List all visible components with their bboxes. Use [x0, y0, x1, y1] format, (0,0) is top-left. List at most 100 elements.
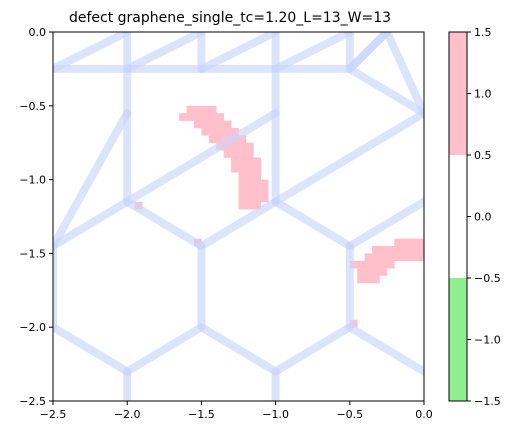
- heatmap-cell: [208, 113, 217, 121]
- y-axis: 0.0 −0.5 −1.0 −1.5 −2.0 −2.5: [19, 26, 53, 408]
- heatmap-cell: [238, 172, 247, 180]
- colorbar-tick-label: 0.5: [474, 149, 492, 162]
- y-tick-label: −1.0: [19, 174, 46, 187]
- heatmap-cell: [238, 201, 247, 210]
- colorbar-band: [449, 278, 467, 401]
- heatmap-cell: [216, 120, 224, 129]
- lattice-bond: [271, 323, 354, 376]
- heatmap-cell: [208, 120, 217, 129]
- lattice-bond: [123, 197, 206, 251]
- heatmap-cell: [201, 105, 210, 114]
- y-tick-label: −1.5: [19, 247, 46, 260]
- lattice-bond: [123, 32, 206, 73]
- y-tick-label: −0.5: [19, 100, 46, 113]
- heatmap-cell: [416, 246, 424, 254]
- x-tick-label: −2.0: [114, 408, 141, 421]
- heatmap-cell: [253, 157, 262, 166]
- lattice-bond: [271, 197, 354, 251]
- heatmap-cell: [416, 238, 424, 247]
- heatmap-cell: [357, 268, 365, 276]
- x-tick-label: 0.0: [415, 408, 433, 421]
- heatmap-cell: [253, 194, 262, 203]
- lattice-bond: [53, 323, 132, 376]
- heatmap-cell: [238, 157, 247, 166]
- colorbar-tick-label: 1.0: [474, 88, 492, 101]
- heatmap-cell: [372, 275, 380, 284]
- heatmap-cell: [238, 194, 247, 203]
- heatmap-cell: [193, 105, 202, 114]
- heatmap-cell: [379, 246, 388, 254]
- heatmap-cell: [238, 179, 247, 188]
- heatmap-cell: [260, 179, 269, 188]
- heatmap-cell: [253, 179, 262, 188]
- heatmap-cell: [231, 157, 239, 166]
- plot-background: [53, 32, 424, 401]
- lattice-bond: [345, 323, 424, 376]
- plot-area: [52, 31, 425, 402]
- y-tick-label: −2.5: [19, 395, 46, 408]
- heatmap-cell: [231, 127, 239, 136]
- heatmap-cell: [364, 260, 373, 269]
- heatmap-cell: [231, 150, 239, 158]
- heatmap-cell: [231, 142, 239, 151]
- heatmap-cell: [401, 238, 410, 247]
- x-tick-label: −2.5: [40, 408, 67, 421]
- heatmap-cell: [216, 113, 224, 121]
- heatmap-cell: [394, 246, 403, 254]
- heatmap-cell: [245, 201, 254, 210]
- heatmap-cell: [386, 246, 395, 254]
- heatmap-cell: [223, 142, 232, 151]
- x-tick-label: −1.5: [188, 408, 215, 421]
- heatmap-cell: [409, 253, 417, 262]
- lattice-bond: [197, 32, 280, 73]
- heatmap-cell: [208, 105, 217, 114]
- colorbar-band: [449, 32, 467, 155]
- x-tick-label: −0.5: [336, 408, 363, 421]
- colorbar-tick-label: 0.0: [474, 211, 492, 224]
- heatmap-cell: [245, 172, 254, 180]
- heatmap-cell: [245, 150, 254, 158]
- x-tick-label: −1.0: [262, 408, 289, 421]
- heatmap-cell: [372, 260, 380, 269]
- heatmap-cell: [245, 179, 254, 188]
- y-tick-label: −2.0: [19, 321, 46, 334]
- heatmap-cell: [216, 135, 224, 143]
- heatmap-cell: [357, 260, 365, 269]
- heatmap-cell: [372, 268, 380, 276]
- heatmap-cell: [379, 268, 388, 276]
- heatmap-cell: [416, 253, 424, 262]
- lattice-bond: [53, 197, 132, 251]
- colorbar-tick-label: −0.5: [474, 272, 501, 285]
- heatmap-cell: [245, 157, 254, 166]
- lattice-bond: [382, 32, 424, 118]
- y-tick-label: 0.0: [29, 26, 47, 39]
- lattice-bond: [345, 64, 424, 118]
- heatmap-cell: [186, 105, 195, 114]
- lattice-bond: [197, 323, 280, 376]
- heatmap-cell: [260, 186, 269, 195]
- heatmap-cell: [201, 127, 210, 136]
- heatmap-cell: [379, 260, 388, 269]
- heatmap-cell: [201, 113, 210, 121]
- heatmap-cell: [409, 246, 417, 254]
- heatmap-cell: [179, 113, 187, 121]
- lattice-bond: [345, 32, 391, 73]
- lattice-bond: [271, 32, 354, 73]
- colorbar-tick-label: −1.0: [474, 334, 501, 347]
- heatmap-cell: [379, 253, 388, 262]
- heatmap-cell: [193, 113, 202, 121]
- heatmap-cell: [223, 150, 232, 158]
- heatmap-cell: [245, 164, 254, 173]
- plot-frame: [52, 31, 425, 402]
- heatmap-cell: [238, 150, 247, 158]
- heatmap-cell: [386, 260, 395, 269]
- heatmap-cell: [186, 113, 195, 121]
- heatmap-cell: [245, 186, 254, 195]
- colorbar-band: [449, 155, 467, 278]
- heatmap-cell: [253, 172, 262, 180]
- heatmap-cell: [401, 246, 410, 254]
- heatmap-cell: [238, 164, 247, 173]
- heatmap-cell: [409, 238, 417, 247]
- heatmap-cell: [245, 194, 254, 203]
